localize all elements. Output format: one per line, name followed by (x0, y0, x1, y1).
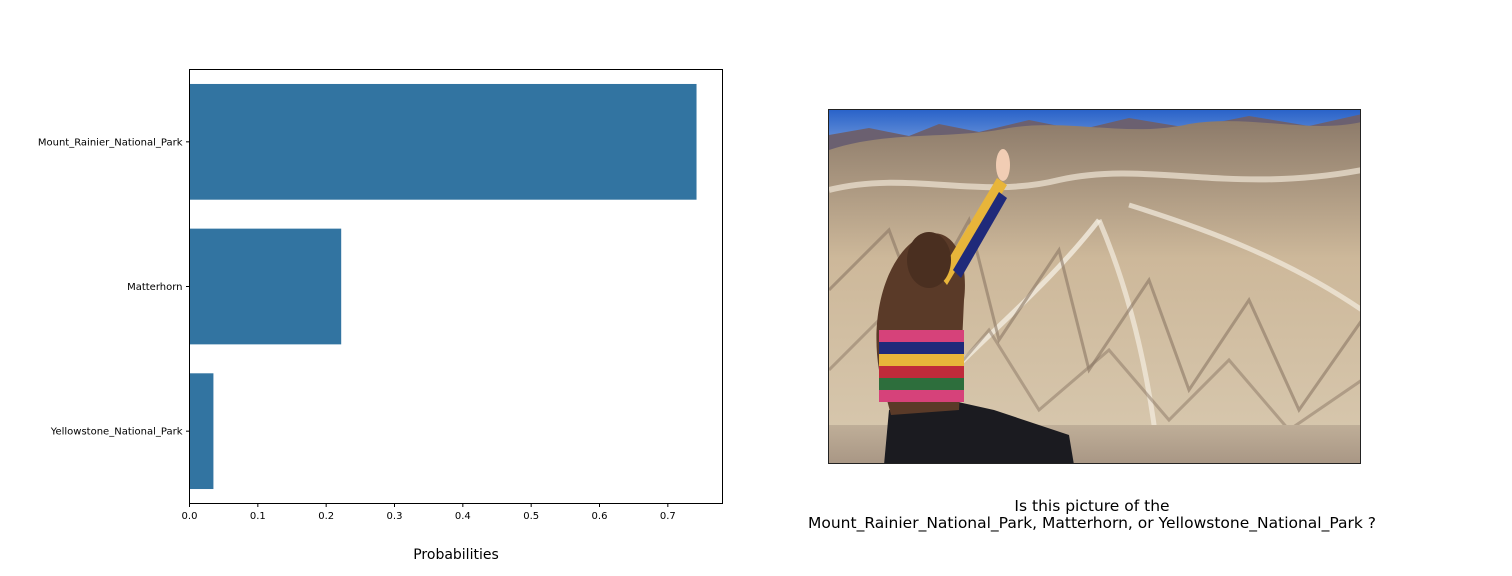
photo-illustration (829, 110, 1360, 463)
y-tick-label: Yellowstone_National_Park (50, 427, 183, 438)
bar-Mount_Rainier_National_Park (189, 83, 697, 200)
x-tick-label: 0.2 (318, 511, 334, 522)
y-tick-label: Matterhorn (127, 282, 182, 293)
person-figure (876, 149, 1074, 463)
bar-Yellowstone_National_Park (189, 373, 214, 490)
x-tick-label: 0.1 (250, 511, 266, 522)
bars-layer (189, 83, 697, 490)
question-line-1: Is this picture of the (1014, 497, 1170, 515)
y-ticks: Mount_Rainier_National_Park Matterhorn Yel… (38, 137, 190, 438)
x-tick-label: 0.6 (592, 511, 608, 522)
bar-chart: Mount_Rainier_National_Park Matterhorn Yel… (38, 69, 723, 563)
bar-Matterhorn (189, 228, 342, 345)
x-tick-label: 0.7 (660, 511, 676, 522)
x-axis-title: Probabilities (413, 547, 499, 563)
x-tick-label: 0.0 (182, 511, 198, 522)
x-tick-label: 0.4 (455, 511, 471, 522)
x-tick-label: 0.5 (523, 511, 539, 522)
question-text: Is this picture of the Mount_Rainier_Nat… (760, 498, 1424, 532)
question-line-2: Mount_Rainier_National_Park, Matterhorn,… (807, 514, 1377, 532)
landscape-photo (828, 109, 1361, 464)
y-tick-label: Mount_Rainier_National_Park (38, 137, 183, 148)
x-ticks: 0.0 0.1 0.2 0.3 0.4 0.5 0.6 0.7 (182, 503, 676, 522)
x-tick-label: 0.3 (387, 511, 403, 522)
